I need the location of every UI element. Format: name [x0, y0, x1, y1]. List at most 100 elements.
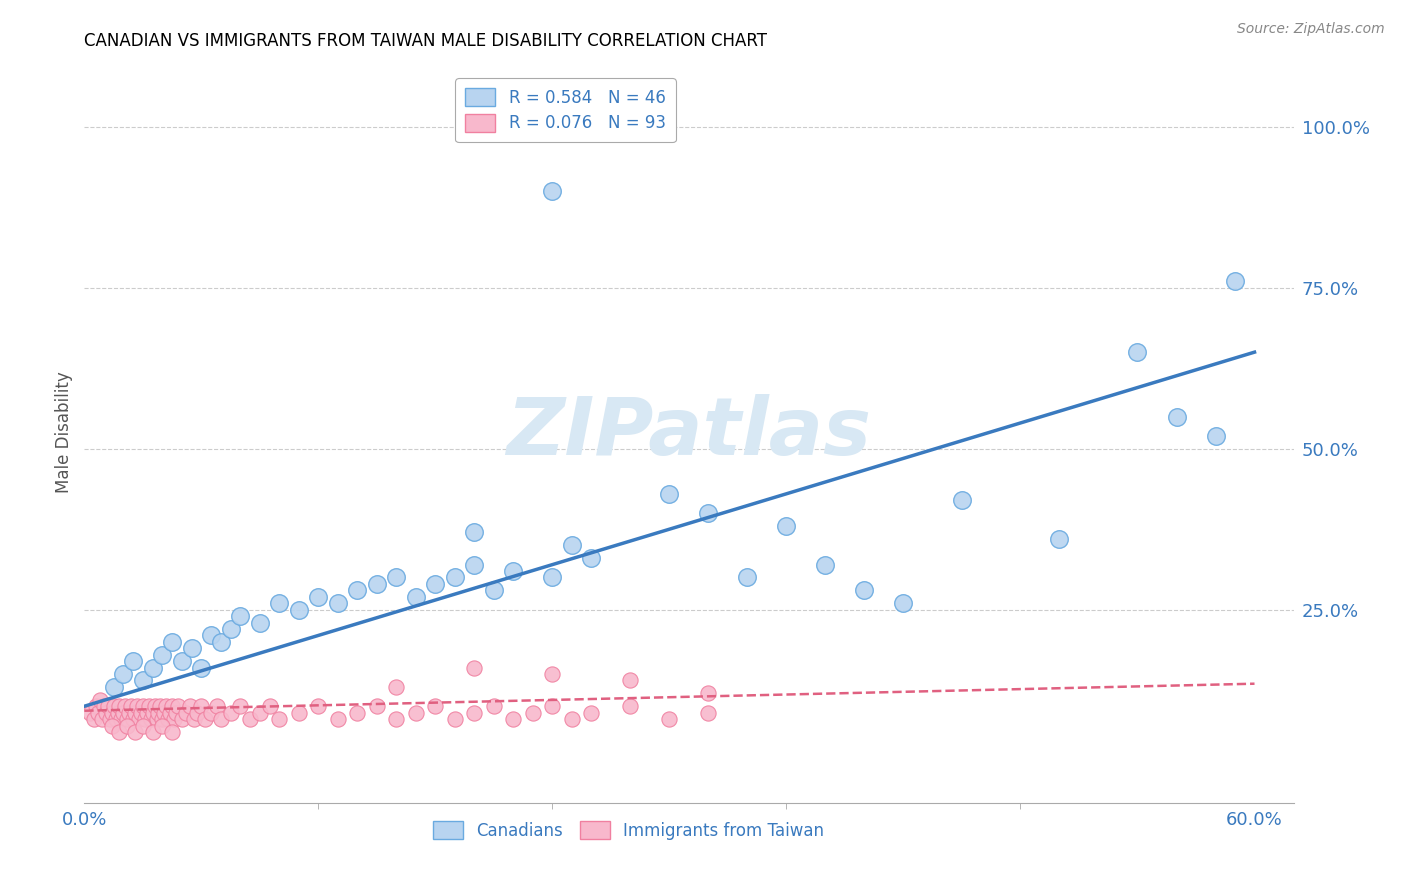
Point: [150, 648, 173, 662]
Point: [307, 590, 329, 604]
Point: [148, 706, 170, 720]
Point: [84, 699, 107, 714]
Point: [180, 641, 202, 656]
Point: [346, 583, 368, 598]
Point: [346, 706, 368, 720]
Point: [134, 712, 156, 726]
Point: [160, 635, 183, 649]
Point: [183, 712, 205, 726]
Point: [190, 699, 212, 714]
Point: [219, 622, 242, 636]
Point: [110, 712, 132, 726]
Point: [200, 706, 222, 720]
Point: [893, 596, 915, 610]
Point: [145, 712, 167, 726]
Point: [157, 712, 180, 726]
Point: [104, 712, 127, 726]
Point: [87, 706, 110, 720]
Point: [107, 706, 129, 720]
Point: [143, 699, 166, 714]
Point: [219, 706, 242, 720]
Point: [463, 660, 485, 674]
Legend: Canadians, Immigrants from Taiwan: Canadians, Immigrants from Taiwan: [426, 814, 831, 847]
Point: [1166, 409, 1188, 424]
Point: [561, 538, 583, 552]
Point: [112, 667, 135, 681]
Point: [581, 551, 603, 566]
Text: Source: ZipAtlas.com: Source: ZipAtlas.com: [1237, 22, 1385, 37]
Point: [167, 699, 190, 714]
Point: [108, 725, 131, 739]
Point: [150, 718, 173, 732]
Point: [502, 564, 524, 578]
Point: [385, 712, 408, 726]
Point: [142, 706, 165, 720]
Point: [138, 699, 160, 714]
Point: [122, 654, 145, 668]
Point: [132, 718, 155, 732]
Point: [100, 718, 122, 732]
Point: [90, 712, 112, 726]
Point: [581, 706, 603, 720]
Point: [139, 712, 162, 726]
Point: [853, 583, 876, 598]
Point: [100, 706, 122, 720]
Point: [142, 725, 165, 739]
Point: [444, 712, 467, 726]
Point: [950, 493, 973, 508]
Point: [132, 699, 155, 714]
Point: [94, 706, 117, 720]
Point: [153, 706, 176, 720]
Point: [120, 699, 142, 714]
Point: [239, 712, 262, 726]
Point: [541, 184, 564, 198]
Point: [1205, 429, 1227, 443]
Point: [160, 699, 183, 714]
Point: [155, 699, 177, 714]
Point: [619, 673, 641, 688]
Point: [425, 577, 447, 591]
Point: [1126, 345, 1149, 359]
Point: [482, 583, 505, 598]
Point: [658, 487, 681, 501]
Point: [307, 699, 329, 714]
Point: [117, 712, 139, 726]
Point: [79, 706, 101, 720]
Point: [326, 712, 349, 726]
Point: [83, 712, 105, 726]
Point: [658, 712, 681, 726]
Point: [150, 712, 173, 726]
Point: [114, 699, 136, 714]
Point: [425, 699, 447, 714]
Point: [288, 706, 311, 720]
Point: [269, 712, 291, 726]
Point: [163, 712, 186, 726]
Point: [697, 686, 720, 700]
Y-axis label: Male Disability: Male Disability: [55, 372, 73, 493]
Point: [405, 706, 427, 720]
Point: [108, 699, 131, 714]
Point: [619, 699, 641, 714]
Point: [561, 712, 583, 726]
Point: [737, 570, 759, 584]
Point: [541, 667, 564, 681]
Point: [814, 558, 837, 572]
Point: [98, 712, 121, 726]
Point: [1049, 532, 1071, 546]
Point: [1223, 274, 1246, 288]
Point: [697, 706, 720, 720]
Point: [229, 699, 252, 714]
Point: [229, 609, 252, 624]
Point: [128, 712, 150, 726]
Point: [132, 673, 155, 688]
Point: [463, 525, 485, 540]
Point: [366, 577, 388, 591]
Point: [194, 712, 217, 726]
Point: [190, 660, 212, 674]
Point: [170, 712, 193, 726]
Point: [502, 712, 524, 726]
Point: [103, 680, 125, 694]
Text: ZIPatlas: ZIPatlas: [506, 393, 872, 472]
Point: [122, 712, 145, 726]
Point: [366, 699, 388, 714]
